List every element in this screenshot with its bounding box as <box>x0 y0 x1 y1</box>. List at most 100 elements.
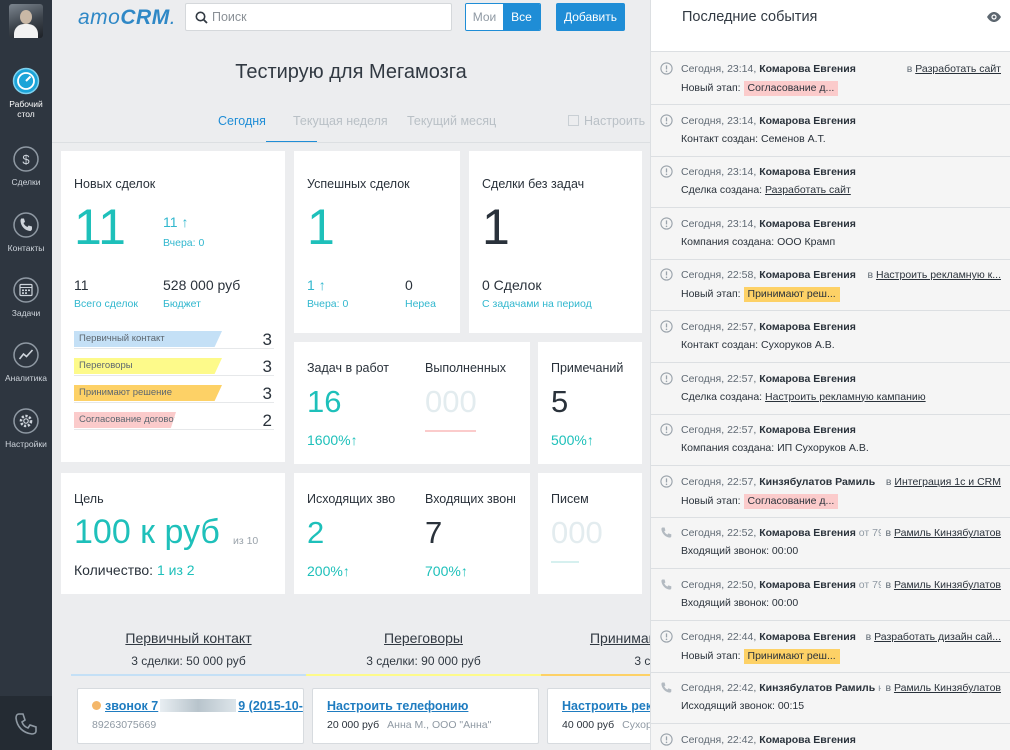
sidebar-item-2[interactable]: Контакты <box>0 210 52 253</box>
sidebar-item-label: Контакты <box>7 243 45 253</box>
event-item[interactable]: Сегодня, 22:42, Кинзябулатов Рамиль нав … <box>651 672 1010 725</box>
add-button[interactable]: Добавить <box>556 3 625 31</box>
toggle-mine[interactable]: Мои <box>466 4 503 30</box>
sidebar-item-0[interactable]: Рабочий стол <box>0 66 52 119</box>
toggle-all[interactable]: Все <box>503 4 540 30</box>
event-detail-line: Новый этап: Принимают реш... <box>681 648 1001 664</box>
stage-count: 2 <box>262 411 272 430</box>
event-entity-link[interactable]: Рамиль Кинзябулатов <box>893 527 1001 540</box>
event-detail-line: Новый этап: Согласование д... <box>681 81 1001 96</box>
widget-notes[interactable]: Примечаний 5 500%↑ <box>538 342 642 464</box>
event-item[interactable]: Сегодня, 22:58, Комарова Евгения в Настро… <box>651 259 1010 312</box>
event-user: Комарова Евгения <box>759 527 856 540</box>
widget-success-deals[interactable]: Успешных сделок 1 1 ↑ Вчера: 0 0 Нереа <box>294 151 460 333</box>
sidebar-item-4[interactable]: Аналитика <box>0 340 52 383</box>
widget-deals-no-tasks[interactable]: Сделки без задач 1 0 Сделок С задачами н… <box>469 151 642 333</box>
stage-row: Первичный контакт 3 <box>74 330 274 349</box>
deal-name[interactable]: звонок 7 9 (2015-10- <box>92 699 303 713</box>
event-header-line: Сегодня, 22:42, Комарова Евгения <box>681 734 1001 748</box>
period-tabs: Сегодня Текущая неделя Текущий месяц Нас… <box>52 104 650 144</box>
unrealized-label: Нереа <box>405 298 436 310</box>
widget-tasks[interactable]: Задач в работе 16 1600%↑ Выполненных 000 <box>294 342 530 464</box>
deal-card[interactable]: Настроить телефонию 20 000 руб Анна М., ОО… <box>312 688 539 744</box>
event-detail: Новый этап: <box>681 82 741 94</box>
event-time: Сегодня, 22:52, <box>681 527 757 540</box>
event-entity-link[interactable]: Разработать сайт <box>915 63 1001 75</box>
yesterday-label: Вчера: 0 <box>163 237 205 249</box>
sidebar-item-label: Настройки <box>5 439 47 449</box>
event-item[interactable]: Сегодня, 23:14, Комарова Евгения Сделка с… <box>651 156 1010 209</box>
pipeline-stage-name[interactable]: Первичный контакт <box>125 630 252 646</box>
user-avatar[interactable] <box>9 4 43 38</box>
event-entity-link[interactable]: Разработать дизайн сай... <box>874 630 1001 643</box>
info-icon <box>660 475 673 493</box>
goal-title: Цель <box>74 492 104 506</box>
deal-name[interactable]: Настроить телефонию <box>327 699 468 713</box>
tab-today[interactable]: Сегодня <box>218 114 266 128</box>
event-user: Комарова Евгения <box>759 321 856 333</box>
sidebar-item-3[interactable]: Задачи <box>0 275 52 318</box>
event-entity-link[interactable]: Рамиль Кинзябулатов <box>893 579 1001 591</box>
event-time: Сегодня, 22:50, <box>681 579 757 591</box>
event-time: Сегодня, 22:57, <box>681 424 757 437</box>
search-input[interactable] <box>212 8 442 26</box>
event-detail: Контакт создан: Сухоруков А.В. <box>681 339 835 351</box>
event-entity: в Рамиль Кинзябулатов <box>881 579 1001 591</box>
event-item[interactable]: Сегодня, 23:14, Комарова Евгения Контакт … <box>651 105 1010 157</box>
success-deals-value: 1 <box>307 199 335 255</box>
setup-button[interactable]: Настроить <box>568 114 645 128</box>
event-item[interactable]: Сегодня, 22:52, Комарова Евгения от 79 в … <box>651 517 1010 570</box>
event-item[interactable]: Сегодня, 22:57, Комарова Евгения Компания… <box>651 414 1010 467</box>
eye-icon[interactable] <box>986 10 1002 24</box>
event-item[interactable]: Сегодня, 23:14, Комарова Евгения в Разраб… <box>651 53 1010 105</box>
event-item[interactable]: Сегодня, 23:14, Комарова Евгения Компания… <box>651 208 1010 260</box>
event-entity-link[interactable]: Рамиль Кинзябулатов <box>893 682 1001 695</box>
event-time: Сегодня, 23:14, <box>681 114 757 127</box>
letters-value: 000 <box>551 515 603 550</box>
widget-goal[interactable]: Цель 100 к руб из 10 Количество: 1 из 2 <box>61 473 285 594</box>
sidebar-item-label: Сделки <box>11 177 41 187</box>
sidebar-item-5[interactable]: Настройки <box>0 406 52 449</box>
unrealized-value: 0 <box>405 277 413 293</box>
phone-icon <box>660 681 673 699</box>
search-box[interactable] <box>185 3 452 31</box>
event-detail-link[interactable]: Настроить рекламную кампанию <box>765 390 926 403</box>
event-item[interactable]: Сегодня, 22:57, Кинзябулатов Рамиль в Инт… <box>651 466 1010 518</box>
total-deals-label: Всего сделок <box>74 298 138 310</box>
completed-underline <box>425 430 476 432</box>
amocrm-logo[interactable]: amoCRM. <box>78 6 176 30</box>
budget-value: 528 000 руб <box>163 277 241 293</box>
pipeline-stage-name[interactable]: Переговоры <box>384 630 463 646</box>
success-yesterday-label: Вчера: 0 <box>307 298 349 310</box>
widget-calls[interactable]: Исходящих звонков 2 200%↑ Входящих звонк… <box>294 473 530 594</box>
event-detail-line: Сделка создана: Настроить рекламную камп… <box>681 391 1001 403</box>
arrow-up-icon: ↑ <box>342 563 350 579</box>
event-item[interactable]: Сегодня, 22:57, Комарова Евгения Сделка с… <box>651 363 1010 415</box>
phone-handset-icon[interactable] <box>13 711 39 737</box>
pipeline-summary: 3 сделки: 90 000 руб <box>366 654 481 668</box>
event-detail: Сделка создана: <box>681 390 763 403</box>
tab-current-month[interactable]: Текущий месяц <box>407 114 497 128</box>
stage-bar: Принимают решение <box>74 385 222 401</box>
widget-new-deals[interactable]: Новых сделок 11 11 ↑ Вчера: 0 11 Всего с… <box>61 151 285 462</box>
sidebar-item-1[interactable]: $ Сделки <box>0 144 52 187</box>
total-deals-value: 11 <box>74 277 89 293</box>
event-entity-link[interactable]: Настроить рекламную к... <box>876 269 1001 282</box>
event-detail-link[interactable]: Разработать сайт <box>765 184 851 197</box>
event-item[interactable]: Сегодня, 22:42, Комарова Евгения <box>651 724 1010 750</box>
mine-all-toggle[interactable]: Мои Все <box>465 3 541 31</box>
stage-tag: Согласование д... <box>743 493 839 509</box>
stage-count: 3 <box>262 384 272 403</box>
event-item[interactable]: Сегодня, 22:57, Комарова Евгения Контакт … <box>651 311 1010 363</box>
widget-letters[interactable]: Писем 000 <box>538 473 642 594</box>
event-header-line: Сегодня, 23:14, Комарова Евгения <box>681 166 1001 180</box>
info-icon <box>660 733 673 750</box>
event-detail-line: Исходящий звонок: 00:15 <box>681 700 1001 712</box>
sidebar-item-label: Задачи <box>11 308 41 318</box>
event-item[interactable]: Сегодня, 22:50, Комарова Евгения от 79 в … <box>651 569 1010 621</box>
phone-icon <box>660 578 673 596</box>
event-item[interactable]: Сегодня, 22:44, Комарова Евгения в Разраб… <box>651 621 1010 673</box>
tab-current-week[interactable]: Текущая неделя <box>293 114 388 128</box>
deal-card[interactable]: звонок 7 9 (2015-10- 89263075669 <box>77 688 304 744</box>
event-entity-link[interactable]: Интеграция 1с и CRM <box>894 475 1001 488</box>
